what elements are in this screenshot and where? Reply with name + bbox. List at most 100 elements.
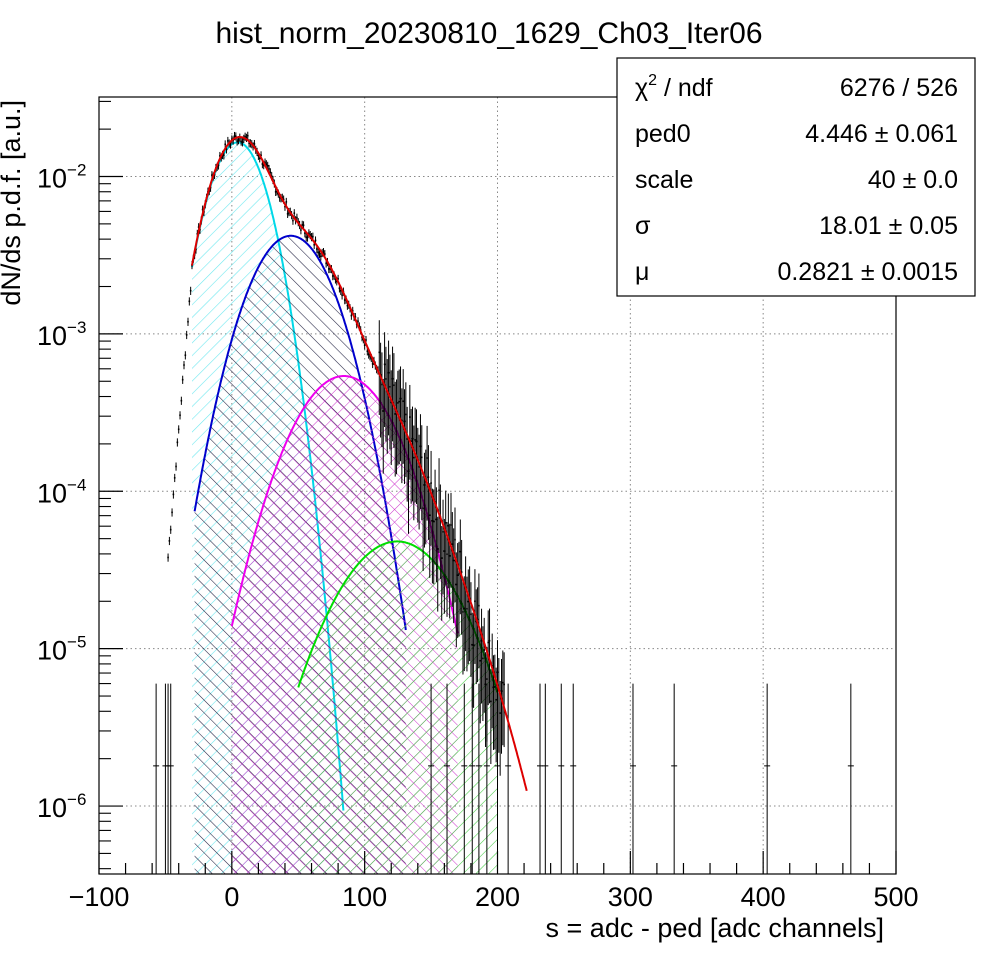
data-point <box>420 456 423 459</box>
data-point <box>286 212 289 215</box>
data-point <box>394 413 397 415</box>
chart-title: hist_norm_20230810_1629_Ch03_Iter06 <box>215 17 762 50</box>
data-point <box>265 163 268 165</box>
data-point <box>350 314 353 317</box>
data-point <box>381 383 383 386</box>
data-point <box>341 294 343 297</box>
data-point <box>460 571 463 573</box>
data-point <box>176 441 179 444</box>
stats-value: 6276 / 526 <box>840 74 958 102</box>
data-point <box>422 507 424 510</box>
data-point <box>391 377 394 380</box>
data-point <box>282 198 285 201</box>
data-point <box>236 140 238 143</box>
data-point <box>503 683 505 686</box>
data-point <box>293 212 296 214</box>
stats-label: μ <box>635 258 649 286</box>
data-point <box>310 236 313 238</box>
data-point <box>339 289 342 292</box>
data-point <box>474 600 476 603</box>
data-point <box>357 320 359 323</box>
data-point <box>284 205 286 208</box>
data-point <box>432 520 435 523</box>
x-tick-label: 100 <box>342 882 387 912</box>
data-point <box>482 657 484 660</box>
data-point <box>490 700 492 703</box>
data-point <box>401 419 403 422</box>
data-point <box>264 161 266 164</box>
data-point <box>270 175 273 177</box>
stats-value: 18.01 ± 0.05 <box>819 212 958 240</box>
stats-value: 40 ± 0.0 <box>868 166 958 194</box>
data-point <box>472 644 475 647</box>
data-point <box>484 683 487 686</box>
data-point <box>483 649 486 651</box>
data-point <box>492 686 495 689</box>
data-point <box>302 224 305 227</box>
data-point <box>430 482 432 484</box>
data-point <box>245 136 248 139</box>
data-point <box>168 540 171 542</box>
data-point <box>308 232 310 235</box>
data-point <box>266 164 269 167</box>
data-point <box>427 476 430 479</box>
data-point <box>389 385 391 388</box>
data-point <box>185 334 188 336</box>
y-tick-label: 10−4 <box>37 475 86 508</box>
data-point <box>451 543 454 545</box>
data-point <box>419 445 422 448</box>
data-point <box>285 201 288 203</box>
data-point <box>428 514 431 517</box>
data-point <box>458 573 460 575</box>
data-point <box>499 712 501 714</box>
data-point <box>398 400 401 403</box>
x-axis-label: s = adc - ped [adc channels] <box>546 913 884 943</box>
stats-value: 0.2821 ± 0.0015 <box>777 258 958 286</box>
data-point <box>363 344 366 347</box>
data-point <box>318 252 321 255</box>
stats-label: σ <box>635 212 651 240</box>
data-point <box>217 164 220 167</box>
data-point <box>268 168 270 170</box>
y-tick-label: 10−2 <box>37 161 86 194</box>
data-point <box>470 613 472 616</box>
data-point <box>334 278 337 281</box>
data-point <box>188 300 191 303</box>
data-point <box>325 262 327 265</box>
data-point <box>224 143 226 146</box>
data-point <box>237 139 240 141</box>
data-point <box>423 484 426 486</box>
data-point <box>223 154 225 157</box>
data-point <box>476 618 479 621</box>
stats-box: χ2 / ndf 6276 / 526 ped0 4.446 ± 0.061 scale… <box>616 57 976 297</box>
data-point <box>261 163 264 165</box>
data-point <box>440 557 443 559</box>
data-point <box>406 438 408 440</box>
data-point <box>414 439 416 441</box>
x-axis: −100 0 100 200 300 400 500 <box>69 851 919 912</box>
data-point <box>365 339 367 341</box>
data-point <box>426 457 428 459</box>
data-point <box>227 140 229 142</box>
y-tick-label: 10−3 <box>37 318 86 351</box>
data-point <box>292 219 294 222</box>
data-point <box>346 304 349 307</box>
data-point <box>393 384 395 387</box>
data-point <box>459 550 462 553</box>
data-point <box>413 456 415 459</box>
data-point <box>410 440 412 442</box>
data-point <box>456 574 459 576</box>
y-axis: 10−6 10−5 10−4 10−3 10−2 <box>37 100 123 870</box>
data-point <box>407 470 410 472</box>
data-point <box>329 268 331 270</box>
data-point <box>253 143 256 145</box>
data-point <box>171 511 173 514</box>
data-point <box>312 235 314 238</box>
y-axis-label: dN/ds p.d.f. [a.u.] <box>0 100 26 306</box>
data-point <box>431 519 434 522</box>
data-point <box>494 685 496 688</box>
data-point <box>235 135 237 138</box>
x-tick-label: 400 <box>741 882 786 912</box>
data-point <box>446 553 448 556</box>
data-point <box>452 559 455 562</box>
